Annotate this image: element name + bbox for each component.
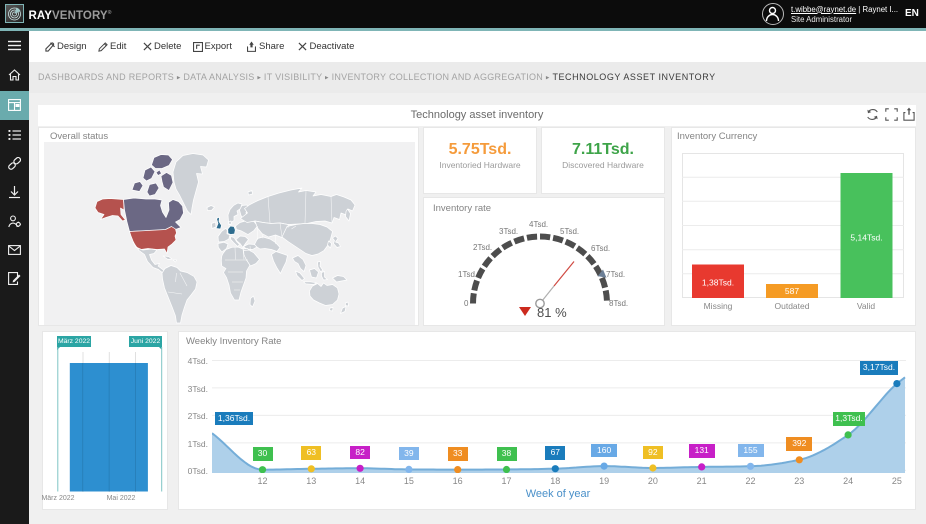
svg-text:5,14Tsd.: 5,14Tsd. [850,233,882,243]
svg-text:1,38Tsd.: 1,38Tsd. [702,278,734,288]
svg-text:587: 587 [785,286,799,296]
